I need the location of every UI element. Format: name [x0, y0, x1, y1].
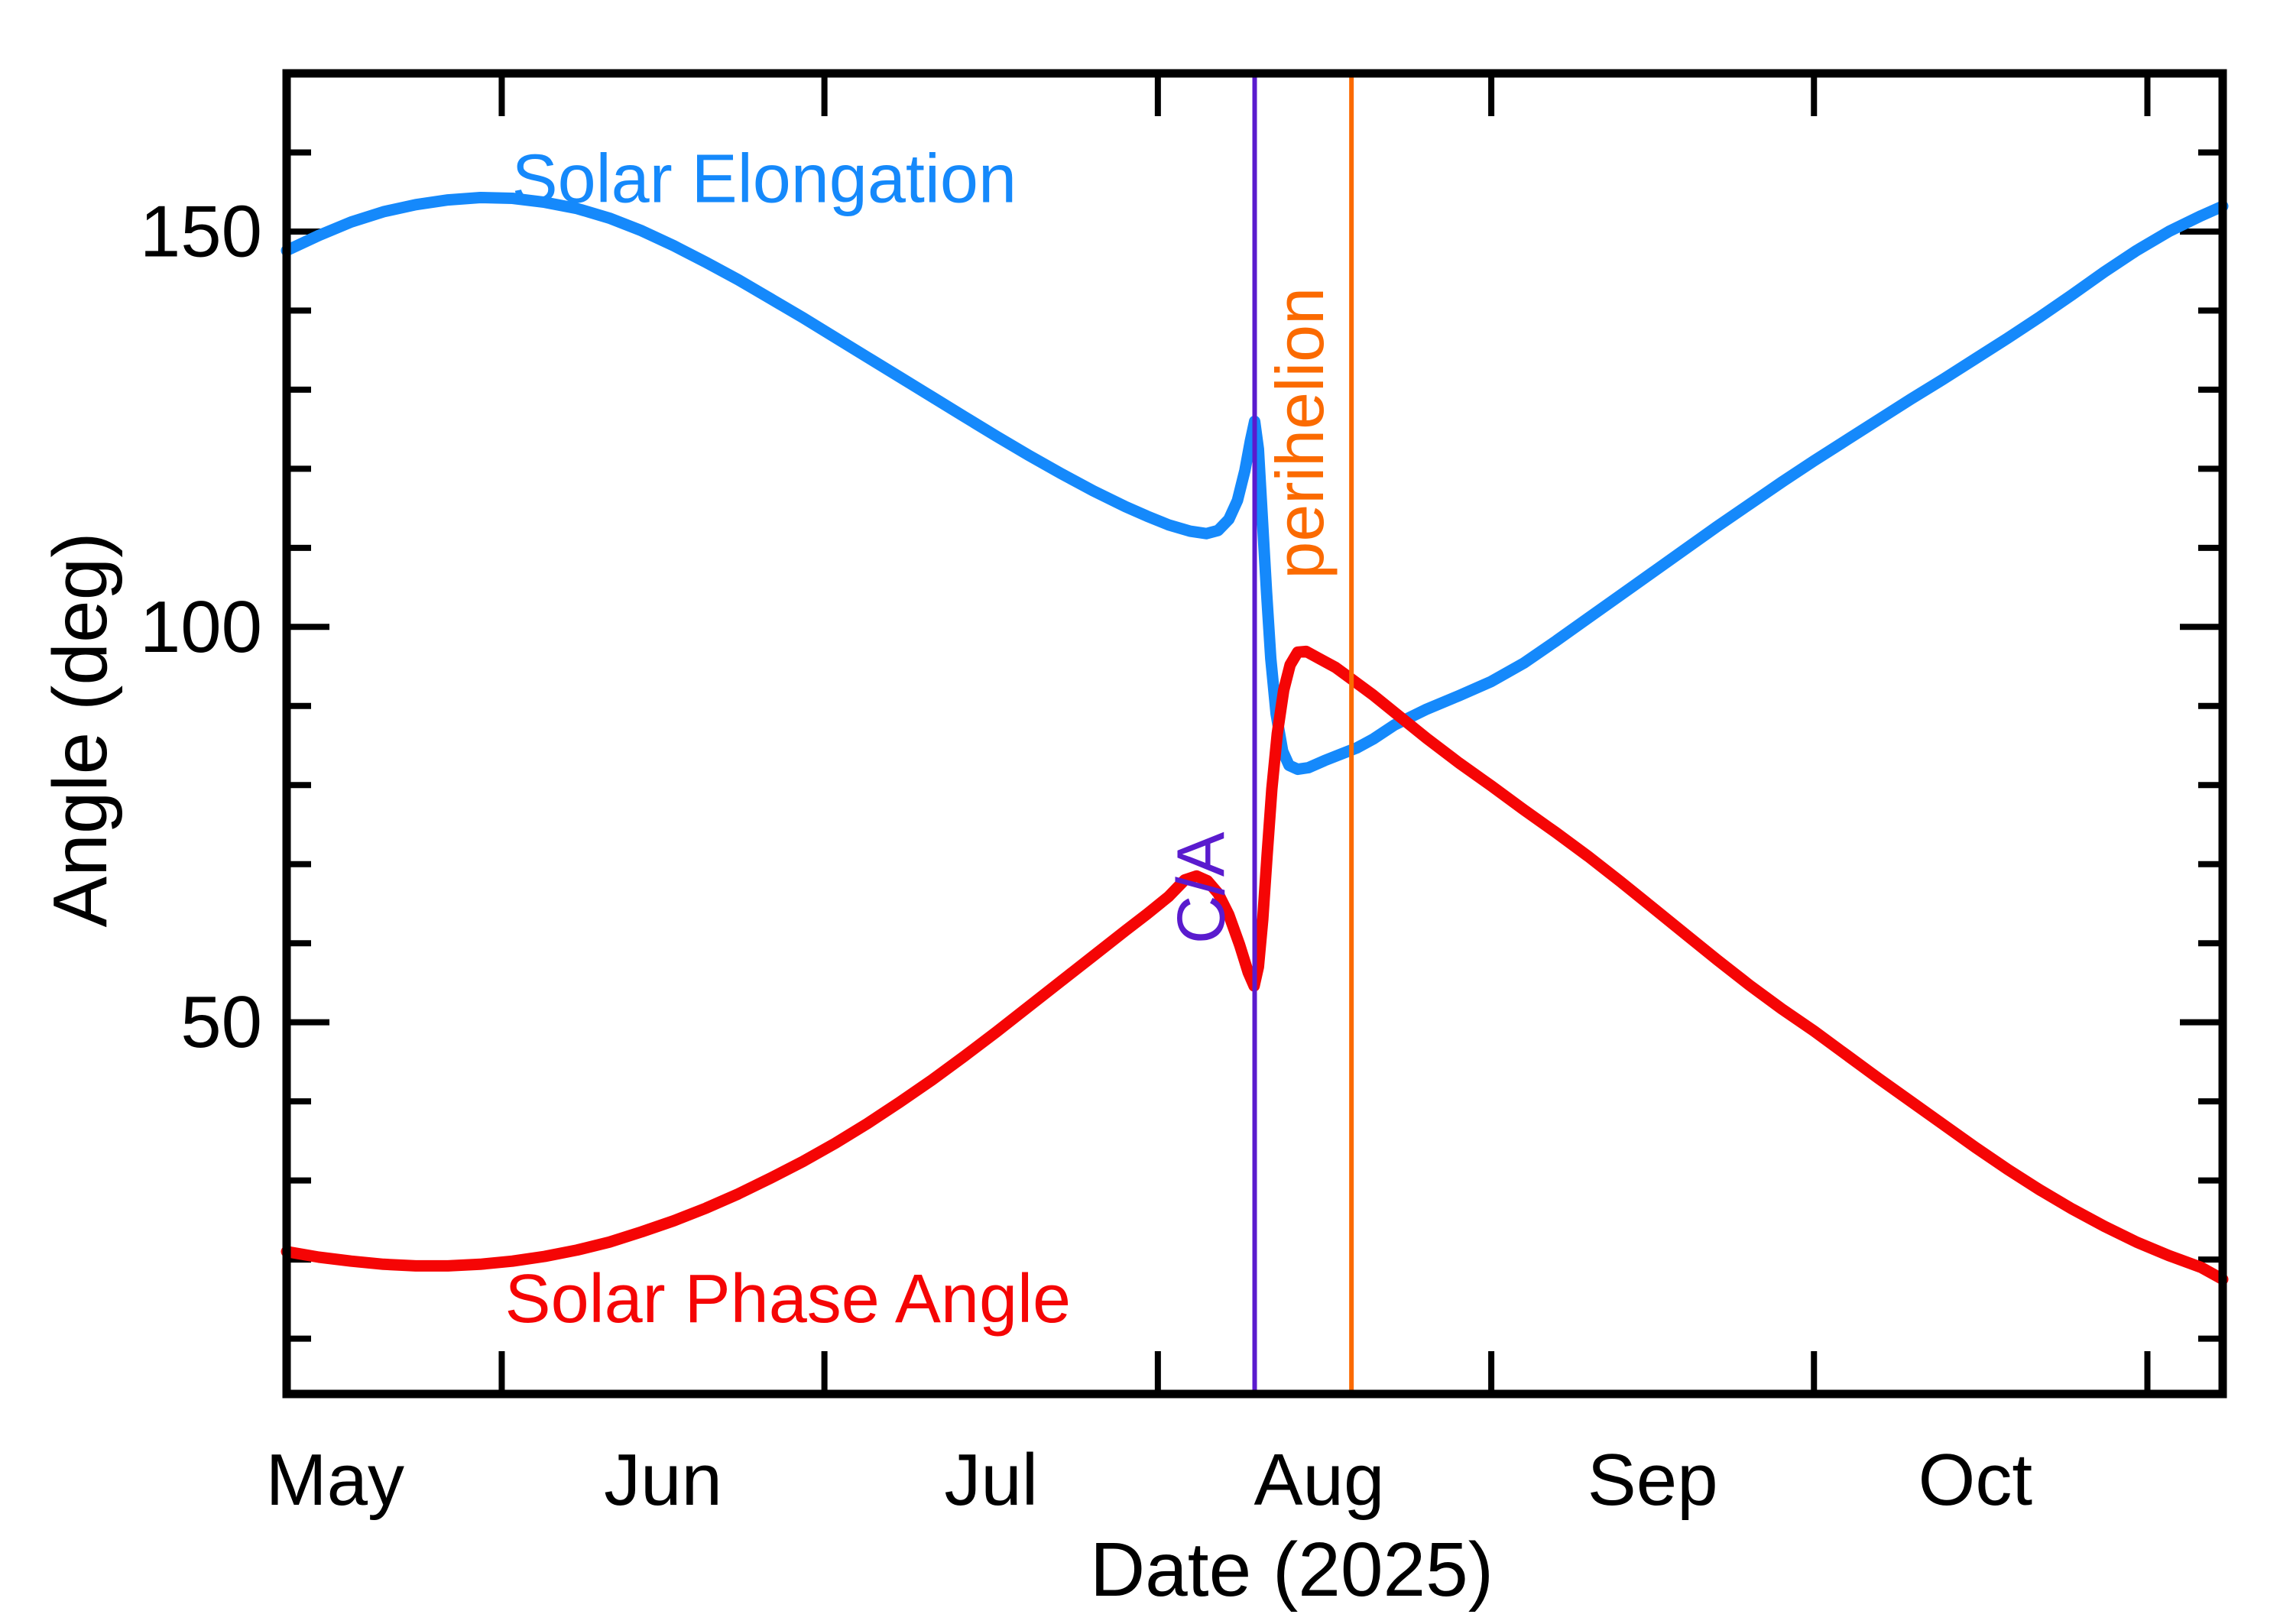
- perihelion-label: perihelion: [1262, 287, 1338, 579]
- x-tick-label-aug: Aug: [1254, 1439, 1385, 1521]
- phase-curve-label: Solar Phase Angle: [505, 1261, 1072, 1337]
- x-tick-label-oct: Oct: [1918, 1439, 2032, 1521]
- y-tick-label: 100: [140, 586, 262, 668]
- x-tick-label-sep: Sep: [1588, 1439, 1718, 1521]
- x-tick-label-jul: Jul: [944, 1439, 1038, 1521]
- x-axis-title: Date (2025): [1090, 1527, 1494, 1613]
- elongation-curve-label: Solar Elongation: [512, 141, 1017, 218]
- y-axis-title: Angle (deg): [37, 533, 123, 928]
- series-solar-phase-angle: [281, 645, 2229, 1285]
- x-tick-label-jun: Jun: [604, 1439, 722, 1521]
- y-tick-label: 50: [180, 981, 262, 1063]
- close-approach-label: C/A: [1163, 831, 1239, 944]
- series-solar-elongation: [281, 192, 2229, 776]
- plot-frame: [282, 69, 2227, 1399]
- y-tick-label: 150: [140, 190, 262, 272]
- x-tick-label-may: May: [266, 1439, 404, 1521]
